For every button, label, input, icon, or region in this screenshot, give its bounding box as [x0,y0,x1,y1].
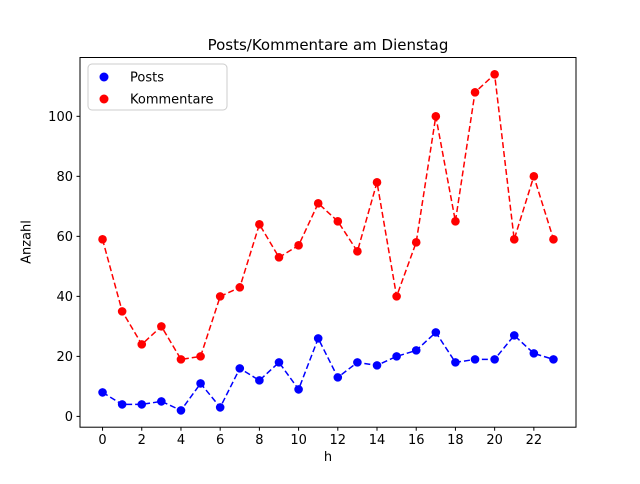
kommentare-marker [255,220,264,229]
posts-marker [98,388,107,397]
x-axis-tick-label: 16 [408,433,425,448]
kommentare-marker [451,217,460,226]
legend-posts-marker [99,72,109,82]
posts-marker [549,355,558,364]
posts-marker [333,373,343,382]
posts-marker [255,376,264,385]
kommentare-marker [313,199,323,208]
kommentare-marker [137,340,147,349]
posts-marker [117,400,127,409]
posts-marker [470,355,480,364]
x-axis-tick-label: 20 [486,433,503,448]
x-axis-tick-label: 2 [138,433,146,448]
posts-marker [529,349,539,358]
posts-marker [196,379,205,388]
x-axis-tick-label: 0 [98,433,106,448]
kommentare-marker [294,241,303,250]
x-axis-tick-label: 10 [290,433,307,448]
x-axis-tick-label: 22 [526,433,543,448]
posts-marker [431,328,441,337]
kommentare-marker [274,253,284,262]
kommentare-marker [411,238,421,247]
kommentare-marker [215,292,225,301]
legend-kommentare-label: Kommentare [130,93,214,108]
kommentare-marker [431,112,441,121]
x-axis-tick-label: 12 [330,433,347,448]
kommentare-marker [98,235,107,244]
x-axis-tick-label: 4 [177,433,185,448]
x-axis-label: h [323,450,333,465]
posts-marker [176,406,186,415]
posts-marker [294,385,303,394]
posts-marker [137,400,147,409]
kommentare-marker [353,247,362,256]
kommentare-marker [333,217,343,226]
kommentare-marker [117,307,127,316]
legend-posts-label: Posts [130,71,164,86]
x-axis-tick-label: 14 [369,433,386,448]
y-axis-tick-label: 0 [65,410,73,425]
kommentare-marker [176,355,186,364]
posts-marker [274,358,284,367]
kommentare-marker [549,235,558,244]
posts-marker [392,352,401,361]
posts-marker [451,358,460,367]
posts-marker [372,361,382,370]
posts-marker [353,358,362,367]
legend-kommentare-marker [99,94,109,104]
x-axis-tick-label: 18 [447,433,464,448]
y-axis-tick-label: 60 [56,230,73,245]
kommentare-marker [196,352,205,361]
posts-marker [215,403,225,412]
kommentare-marker [509,235,519,244]
y-axis-tick-label: 100 [48,110,73,125]
posts-marker [490,355,499,364]
kommentare-marker [157,322,166,331]
posts-marker [313,334,323,343]
kommentare-marker [470,88,480,97]
posts-marker [411,346,421,355]
y-axis-label: Anzahl [19,220,35,264]
kommentare-marker [372,178,382,187]
kommentare-line [101,72,555,361]
kommentare-marker [392,292,401,301]
plot-area [79,57,577,428]
y-axis-tick-label: 20 [56,350,73,365]
posts-marker [235,364,245,373]
y-axis-tick-label: 80 [56,170,73,185]
kommentare-marker [490,70,499,79]
posts-marker [509,331,519,340]
kommentare-marker [235,283,245,292]
x-axis-tick-label: 6 [216,433,224,448]
x-axis-tick-label: 8 [255,433,263,448]
y-axis-tick-label: 40 [56,290,73,305]
posts-marker [157,397,166,406]
kommentare-marker [529,172,539,181]
chart-title: Posts/Kommentare am Dienstag [207,36,449,54]
legend [87,63,228,111]
